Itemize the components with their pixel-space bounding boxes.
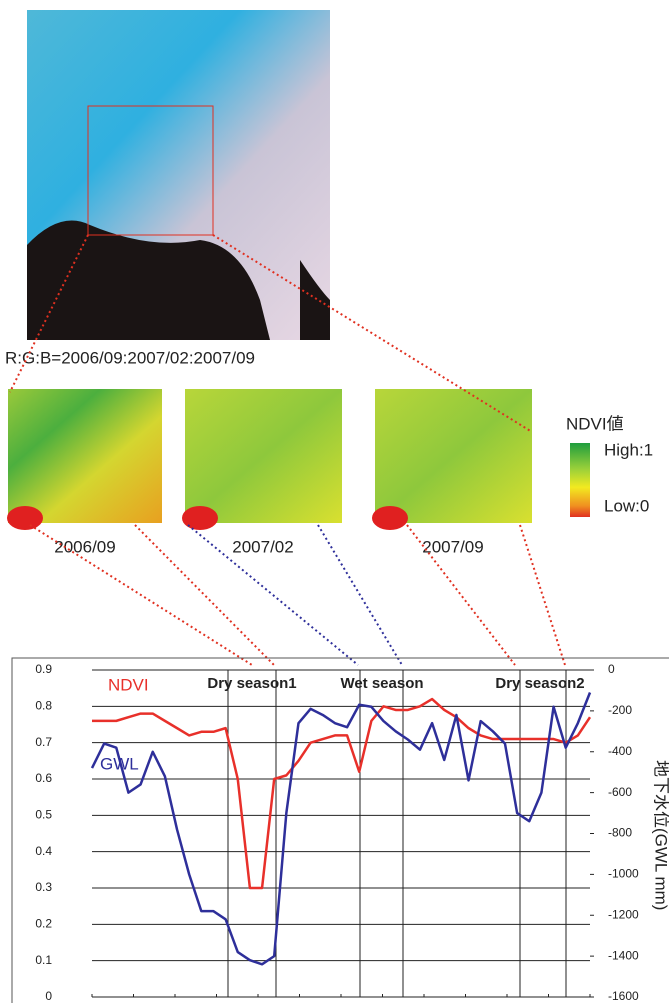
legend-label: NDVI [108, 675, 149, 694]
ndvi-map [375, 389, 532, 523]
sea [300, 260, 330, 340]
y-tick-label: 0.9 [35, 662, 52, 676]
legend-label: GWL [100, 754, 139, 773]
y2-axis-label: 地下水位(GWL mm) [652, 760, 669, 910]
y-tick-label: 0.1 [35, 953, 52, 967]
series-line [90, 692, 592, 966]
series-line [92, 697, 592, 890]
y-tick-label: 0.8 [35, 699, 52, 713]
y2-tick-label: -800 [608, 826, 632, 840]
chart-frame [11, 657, 669, 1003]
legend-high: High:1 [604, 440, 653, 459]
map-sea [7, 506, 43, 530]
map-date: 2007/02 [232, 537, 293, 556]
y-tick-label: 0 [45, 989, 52, 1003]
sea [27, 220, 270, 340]
map-date: 2006/09 [54, 537, 115, 556]
image-caption: R:G:B=2006/09:2007/02:2007/09 [5, 348, 255, 367]
annotation: Dry season2 [495, 675, 584, 692]
y2-tick-label: -200 [608, 703, 632, 717]
ndvi-map [8, 389, 162, 523]
y-tick-label: 0.3 [35, 880, 52, 894]
season-bands [227, 669, 567, 998]
y-tick-label: 0.2 [35, 917, 52, 931]
annotation: Dry season1 [207, 675, 296, 692]
ndvi-map [185, 389, 342, 523]
legend-title: NDVI値 [566, 414, 624, 433]
y2-tick-label: -1200 [608, 907, 639, 921]
y2-tick-label: -400 [608, 744, 632, 758]
map-date: 2007/09 [422, 537, 483, 556]
y2-tick-label: -1400 [608, 948, 639, 962]
annotation: Wet season [340, 675, 423, 692]
y-tick-label: 0.5 [35, 808, 52, 822]
connectors [9, 234, 566, 666]
map-sea [182, 506, 218, 530]
y-tick-label: 0.7 [35, 735, 52, 749]
legend-colorbar [570, 443, 590, 517]
y-tick-label: 0.4 [35, 844, 52, 858]
y-tick-label: 0.6 [35, 771, 52, 785]
y2-tick-label: -1000 [608, 867, 639, 881]
zoom-box [87, 105, 214, 236]
map-sea [372, 506, 408, 530]
y2-tick-label: -1600 [608, 989, 639, 1003]
y2-tick-label: -600 [608, 785, 632, 799]
legend-low: Low:0 [604, 496, 649, 515]
y2-tick-label: 0 [608, 662, 615, 676]
